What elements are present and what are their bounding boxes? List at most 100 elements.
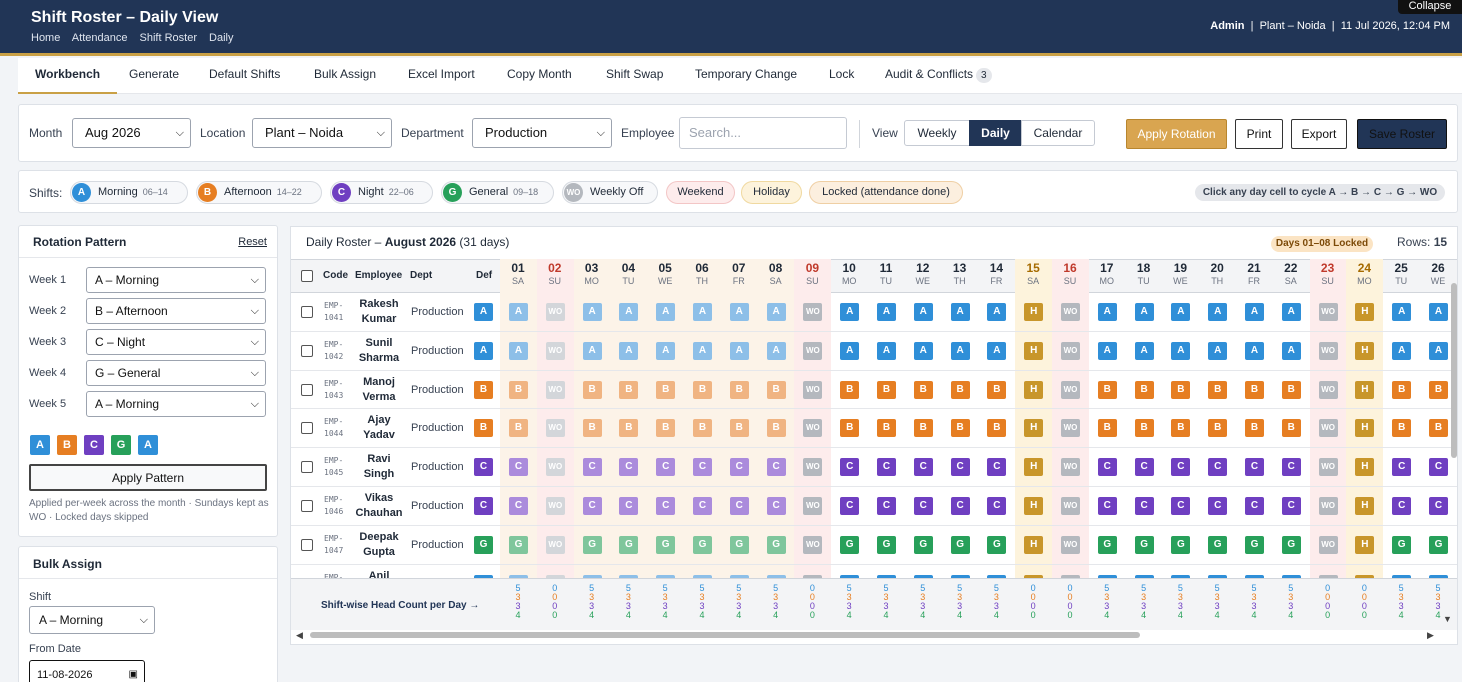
tab-workbench[interactable]: Workbench xyxy=(18,58,118,94)
shift-cell[interactable]: A xyxy=(950,341,970,360)
shift-cell[interactable]: WO xyxy=(1318,380,1338,399)
shift-cell[interactable]: C xyxy=(1097,458,1117,477)
shift-cell[interactable]: A xyxy=(840,303,860,321)
shift-cell[interactable]: B xyxy=(693,380,712,399)
shift-cell[interactable]: A xyxy=(582,303,602,321)
shift-cell[interactable]: C xyxy=(1245,497,1264,515)
shift-cell[interactable]: B xyxy=(987,419,1007,438)
shift-cell[interactable]: WO xyxy=(803,535,823,554)
shift-cell[interactable]: A xyxy=(1134,341,1154,360)
view-daily-button[interactable]: Daily xyxy=(969,120,1022,146)
default-shift-cell[interactable]: A xyxy=(474,341,493,360)
shift-cell[interactable]: B xyxy=(913,380,933,399)
select-all-checkbox[interactable] xyxy=(301,270,313,282)
view-calendar-button[interactable]: Calendar xyxy=(1021,120,1095,146)
shift-cell[interactable]: A xyxy=(693,341,712,360)
shift-cell[interactable]: B xyxy=(656,419,676,438)
save-roster-button[interactable]: Save Roster xyxy=(1357,119,1447,149)
shift-cell[interactable]: G xyxy=(877,535,896,554)
shift-cell[interactable]: H xyxy=(1355,497,1375,515)
week5-select[interactable]: A – Morning ⌵ xyxy=(86,391,266,417)
shift-cell[interactable]: A xyxy=(987,303,1007,321)
shift-cell[interactable]: WO xyxy=(545,419,565,438)
shift-cell[interactable]: WO xyxy=(803,341,823,360)
shift-cell[interactable]: G xyxy=(693,535,712,554)
collapse-button[interactable]: Collapse xyxy=(1398,0,1462,14)
shift-cell[interactable]: A xyxy=(950,303,970,321)
shift-cell[interactable]: G xyxy=(1245,535,1264,554)
shift-cell[interactable]: H xyxy=(1024,458,1044,477)
shift-cell[interactable]: C xyxy=(1429,458,1448,477)
shift-cell[interactable]: C xyxy=(840,497,860,515)
row-checkbox[interactable] xyxy=(301,500,313,512)
breadcrumb-shift-roster[interactable]: Shift Roster xyxy=(139,32,197,44)
month-select[interactable]: Aug 2026 ⌵ xyxy=(72,118,191,148)
department-select[interactable]: Production ⌵ xyxy=(472,118,612,148)
shift-cell[interactable]: C xyxy=(729,497,749,515)
shift-cell[interactable]: WO xyxy=(803,419,823,438)
employee-name[interactable]: Sunil xyxy=(365,336,393,349)
shift-cell[interactable]: A xyxy=(509,341,528,360)
tab-excel-import[interactable]: Excel Import xyxy=(408,67,475,81)
shift-cell[interactable]: C xyxy=(729,458,749,477)
tab-generate[interactable]: Generate xyxy=(129,67,180,81)
tab-bulk-assign[interactable]: Bulk Assign xyxy=(314,67,377,81)
shift-cell[interactable]: B xyxy=(766,380,786,399)
shift-cell[interactable]: C xyxy=(1134,458,1154,477)
shift-cell[interactable]: A xyxy=(1281,303,1301,321)
week2-select[interactable]: B – Afternoon ⌵ xyxy=(86,298,266,324)
tab-copy-month[interactable]: Copy Month xyxy=(507,67,572,81)
shift-cell[interactable]: A xyxy=(766,303,786,321)
shift-cell[interactable]: B xyxy=(766,419,786,438)
shift-cell[interactable]: H xyxy=(1024,341,1044,360)
shift-cell[interactable]: H xyxy=(1024,380,1044,399)
shift-cell[interactable]: B xyxy=(1171,419,1191,438)
horizontal-scrollbar[interactable] xyxy=(310,632,1140,638)
shift-cell[interactable]: A xyxy=(840,341,860,360)
shift-cell[interactable]: A xyxy=(582,341,602,360)
shift-cell[interactable]: C xyxy=(840,458,860,477)
shift-cell[interactable]: C xyxy=(1245,458,1264,477)
tab-temporary-change[interactable]: Temporary Change xyxy=(695,67,798,81)
shift-cell[interactable]: A xyxy=(693,303,712,321)
shift-cell[interactable]: WO xyxy=(1318,303,1338,321)
shift-cell[interactable]: WO xyxy=(1318,419,1338,438)
shift-cell[interactable]: A xyxy=(619,303,639,321)
shift-cell[interactable]: WO xyxy=(1318,341,1338,360)
shift-cell[interactable]: WO xyxy=(545,497,565,515)
shift-cell[interactable]: G xyxy=(950,535,970,554)
default-shift-cell[interactable]: G xyxy=(474,535,493,554)
shift-cell[interactable]: A xyxy=(1392,303,1412,321)
shift-cell[interactable]: WO xyxy=(1318,497,1338,515)
row-checkbox[interactable] xyxy=(301,306,313,318)
row-checkbox[interactable] xyxy=(301,383,313,396)
view-weekly-button[interactable]: Weekly xyxy=(904,120,970,146)
shift-cell[interactable]: C xyxy=(987,497,1007,515)
shift-cell[interactable]: C xyxy=(913,497,933,515)
shift-cell[interactable]: B xyxy=(840,419,860,438)
shift-cell[interactable]: C xyxy=(1134,497,1154,515)
week1-select[interactable]: A – Morning ⌵ xyxy=(86,267,266,293)
shift-cell[interactable]: B xyxy=(619,380,639,399)
shift-cell[interactable]: A xyxy=(877,303,896,321)
week4-select[interactable]: G – General ⌵ xyxy=(86,360,266,386)
shift-cell[interactable]: B xyxy=(913,419,933,438)
shift-cell[interactable]: B xyxy=(840,380,860,399)
shift-cell[interactable]: C xyxy=(656,497,676,515)
shift-cell[interactable]: G xyxy=(656,535,676,554)
shift-cell[interactable]: B xyxy=(1208,419,1228,438)
shift-cell[interactable]: WO xyxy=(1318,458,1338,477)
row-checkbox[interactable] xyxy=(301,461,313,474)
employee-name[interactable]: Ajay xyxy=(367,414,391,427)
scroll-down-arrow-icon[interactable]: ▼ xyxy=(1443,614,1452,624)
reset-link[interactable]: Reset xyxy=(238,236,267,248)
shift-cell[interactable]: C xyxy=(582,458,602,477)
shift-cell[interactable]: C xyxy=(913,458,933,477)
shift-cell[interactable]: B xyxy=(950,380,970,399)
shift-cell[interactable]: C xyxy=(1429,497,1448,515)
row-checkbox[interactable] xyxy=(301,422,313,435)
shift-cell[interactable]: A xyxy=(987,341,1007,360)
shift-cell[interactable]: A xyxy=(1392,341,1412,360)
shift-cell[interactable]: B xyxy=(693,419,712,438)
shift-cell[interactable]: A xyxy=(766,341,786,360)
